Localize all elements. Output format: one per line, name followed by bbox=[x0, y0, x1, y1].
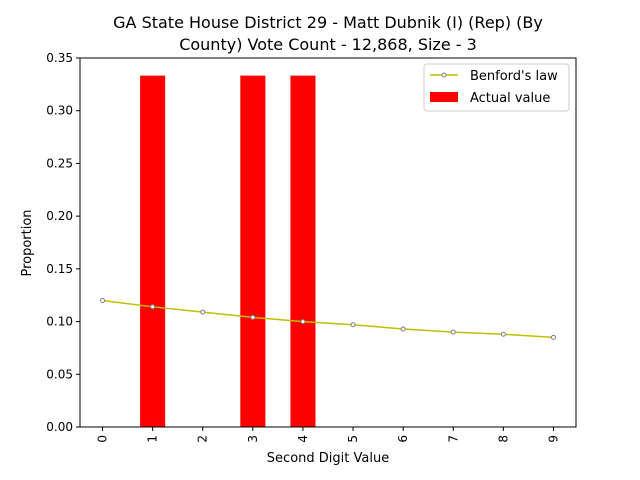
y-tick-label: 0.15 bbox=[46, 262, 73, 276]
y-tick-label: 0.30 bbox=[46, 104, 73, 118]
x-tick-label: 4 bbox=[296, 435, 310, 443]
y-tick-label: 0.20 bbox=[46, 209, 73, 223]
x-tick-label: 7 bbox=[446, 435, 460, 443]
legend-label-benford: Benford's law bbox=[470, 69, 558, 84]
y-tick-label: 0.25 bbox=[46, 156, 73, 170]
y-tick-label: 0.10 bbox=[46, 315, 73, 329]
benford-line-layer bbox=[100, 297, 556, 340]
benford-point-1 bbox=[150, 304, 156, 310]
benford-point-6 bbox=[400, 326, 406, 332]
chart-title-line-2: County) Vote Count - 12,868, Size - 3 bbox=[179, 35, 477, 54]
y-tick-label: 0.05 bbox=[46, 367, 73, 381]
bar-4 bbox=[290, 75, 316, 428]
benford-point-2 bbox=[200, 309, 206, 315]
x-tick-label: 2 bbox=[196, 435, 210, 443]
x-tick-label: 0 bbox=[96, 435, 110, 443]
chart-title-line-1: GA State House District 29 - Matt Dubnik… bbox=[113, 13, 543, 32]
x-axis-label: Second Digit Value bbox=[267, 451, 389, 466]
x-axis: 0 1 2 3 4 5 6 7 8 9 bbox=[96, 427, 560, 443]
x-tick-label: 9 bbox=[546, 435, 560, 443]
x-tick-label: 8 bbox=[496, 435, 510, 443]
x-tick-label: 3 bbox=[246, 435, 260, 443]
bar-3 bbox=[240, 75, 266, 428]
benford-point-4 bbox=[300, 319, 306, 325]
benford-point-5 bbox=[350, 322, 356, 328]
benford-point-9 bbox=[550, 334, 556, 340]
legend-line-marker bbox=[441, 72, 447, 78]
legend-box bbox=[423, 63, 570, 112]
benford-point-7 bbox=[450, 329, 456, 335]
bars-layer bbox=[140, 75, 316, 428]
legend-label-actual: Actual value bbox=[470, 91, 550, 106]
x-tick-label: 5 bbox=[346, 435, 360, 443]
x-tick-label: 1 bbox=[146, 435, 160, 443]
benford-point-0 bbox=[100, 297, 106, 303]
plot-frame bbox=[79, 57, 577, 428]
y-tick-label: 0.35 bbox=[46, 51, 73, 65]
benford-point-8 bbox=[500, 331, 506, 337]
y-axis: 0.00 0.05 0.10 0.15 0.20 0.25 0.30 0.35 bbox=[46, 51, 80, 434]
y-axis-label: Proportion bbox=[20, 209, 35, 276]
legend: Benford's law Actual value bbox=[423, 63, 570, 112]
x-tick-label: 6 bbox=[396, 435, 410, 443]
bar-1 bbox=[140, 75, 166, 428]
benford-line bbox=[102, 299, 554, 339]
y-tick-label: 0.00 bbox=[46, 420, 73, 434]
benford-point-3 bbox=[250, 314, 256, 320]
legend-bar-swatch bbox=[430, 92, 458, 102]
